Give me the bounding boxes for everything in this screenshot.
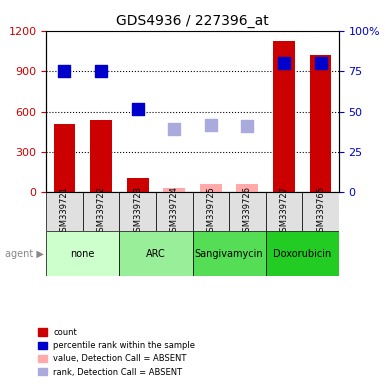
- Text: GSM339721: GSM339721: [60, 186, 69, 237]
- Point: [318, 60, 324, 66]
- Point: [98, 68, 104, 74]
- FancyBboxPatch shape: [192, 231, 266, 276]
- FancyBboxPatch shape: [156, 192, 192, 231]
- Point: [244, 123, 251, 129]
- FancyBboxPatch shape: [229, 192, 266, 231]
- Bar: [90, 120, 112, 192]
- Bar: [236, 184, 258, 192]
- Text: GSM339727: GSM339727: [280, 186, 288, 237]
- FancyBboxPatch shape: [266, 231, 339, 276]
- Text: GSM339724: GSM339724: [170, 186, 179, 237]
- Text: ARC: ARC: [146, 249, 166, 259]
- Text: Sangivamycin: Sangivamycin: [195, 249, 263, 259]
- Bar: [54, 124, 75, 192]
- Point: [135, 106, 141, 112]
- Legend: count, percentile rank within the sample, value, Detection Call = ABSENT, rank, : count, percentile rank within the sample…: [35, 324, 199, 380]
- Title: GDS4936 / 227396_at: GDS4936 / 227396_at: [116, 14, 269, 28]
- Text: Doxorubicin: Doxorubicin: [273, 249, 331, 259]
- FancyBboxPatch shape: [46, 192, 83, 231]
- Text: GSM339726: GSM339726: [243, 186, 252, 237]
- FancyBboxPatch shape: [119, 231, 192, 276]
- FancyBboxPatch shape: [46, 231, 119, 276]
- Point: [61, 68, 68, 74]
- FancyBboxPatch shape: [302, 192, 339, 231]
- Text: GSM339725: GSM339725: [206, 186, 215, 237]
- Text: GSM339723: GSM339723: [133, 186, 142, 237]
- Bar: [127, 177, 149, 192]
- Bar: [273, 41, 295, 192]
- FancyBboxPatch shape: [83, 192, 119, 231]
- Bar: [310, 55, 331, 192]
- Text: GSM339765: GSM339765: [316, 186, 325, 237]
- Point: [281, 60, 287, 66]
- Text: GSM339722: GSM339722: [97, 186, 105, 237]
- Text: agent ▶: agent ▶: [5, 249, 44, 259]
- Bar: [200, 184, 222, 192]
- Text: none: none: [70, 249, 95, 259]
- Point: [171, 126, 177, 132]
- Bar: [163, 189, 185, 192]
- Point: [208, 122, 214, 128]
- FancyBboxPatch shape: [192, 192, 229, 231]
- FancyBboxPatch shape: [266, 192, 302, 231]
- FancyBboxPatch shape: [119, 192, 156, 231]
